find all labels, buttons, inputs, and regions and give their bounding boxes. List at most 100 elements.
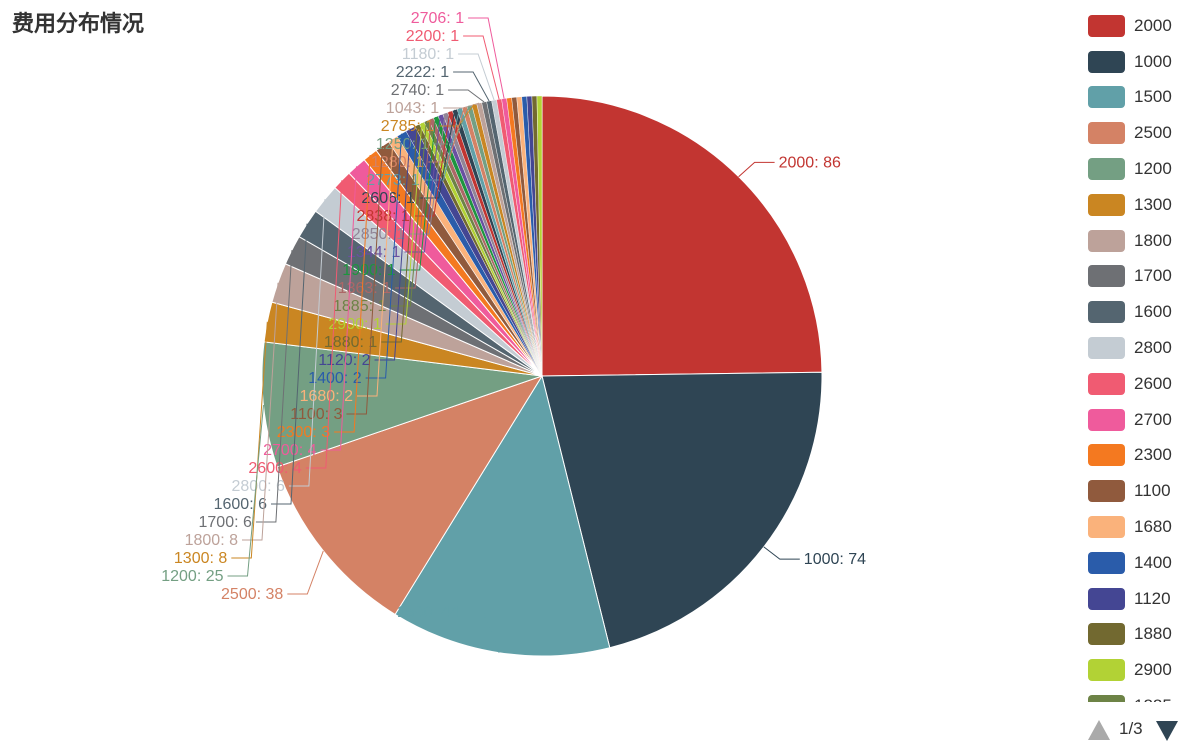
legend-item[interactable]: 2600 xyxy=(1088,366,1198,402)
legend-swatch xyxy=(1088,444,1125,467)
legend-item[interactable]: 1700 xyxy=(1088,259,1198,295)
pie-slice[interactable] xyxy=(536,95,543,377)
slice-label: 1800: 8 xyxy=(185,532,238,549)
legend-item[interactable]: 1680 xyxy=(1088,509,1198,545)
legend-swatch xyxy=(1088,229,1125,252)
label-leader-line xyxy=(374,128,411,361)
legend-label: 2800 xyxy=(1134,338,1172,358)
label-leader-line xyxy=(395,118,432,289)
legend-item[interactable]: 1200 xyxy=(1088,151,1198,187)
label-leader-line xyxy=(738,161,775,178)
legend-label: 1885 xyxy=(1134,696,1172,702)
legend-label: 1680 xyxy=(1134,517,1172,537)
pie-slice[interactable] xyxy=(261,341,543,468)
label-leader-line xyxy=(385,123,423,325)
legend-swatch xyxy=(1088,86,1125,109)
slice-label: 1900: 1 xyxy=(342,262,395,279)
label-leader-line xyxy=(365,133,403,379)
label-leader-line xyxy=(242,282,279,541)
legend-item[interactable]: 1600 xyxy=(1088,294,1198,330)
legend-item[interactable]: 1000 xyxy=(1088,44,1198,80)
slice-label: 2773: 1 xyxy=(366,172,419,189)
slice-label: 2740: 1 xyxy=(391,82,444,99)
legend-label: 2700 xyxy=(1134,409,1172,429)
label-leader-line xyxy=(423,108,461,181)
slice-label: 1180: 1 xyxy=(402,46,454,63)
label-leader-line xyxy=(390,120,427,307)
label-leader-line xyxy=(346,145,383,415)
legend-label: 1500 xyxy=(1134,87,1172,107)
label-leader-line xyxy=(227,405,264,577)
slice-label: 1043: 1 xyxy=(386,100,439,117)
slice-label: 2850: 1 xyxy=(352,226,405,243)
legend-swatch xyxy=(1088,659,1125,682)
legend-next-page-icon[interactable] xyxy=(1156,721,1178,741)
slice-label: 2706: 1 xyxy=(411,10,464,27)
legend-item[interactable]: 2800 xyxy=(1088,330,1198,366)
legend-label: 1700 xyxy=(1134,266,1172,286)
legend-label: 1120 xyxy=(1134,588,1171,608)
slice-label: 1120: 2 xyxy=(318,352,370,369)
legend: 2000 1000 1500 2500 1200 1300 1800 1700 1600 2800… xyxy=(1088,8,1198,702)
slice-label: 1280: 1 xyxy=(371,154,424,171)
label-leader-line xyxy=(413,111,451,217)
label-leader-line xyxy=(357,138,394,397)
slice-label: 1200: 25 xyxy=(161,568,223,585)
slice-label: 2600: 4 xyxy=(248,460,301,477)
legend-item[interactable]: 2900 xyxy=(1088,652,1198,688)
slice-label: 2606: 1 xyxy=(361,190,414,207)
slice-label: 2900: 1 xyxy=(328,316,381,333)
legend-item[interactable]: 1100 xyxy=(1088,473,1198,509)
legend-item[interactable]: 2700 xyxy=(1088,402,1198,438)
legend-item[interactable]: 1120 xyxy=(1088,581,1198,617)
label-leader-line xyxy=(271,223,308,505)
slice-label: 1363: 1 xyxy=(338,280,391,297)
legend-swatch xyxy=(1088,337,1125,360)
pie-slice[interactable] xyxy=(541,371,823,649)
slice-label: 2222: 1 xyxy=(396,64,449,81)
legend-item[interactable]: 1880 xyxy=(1088,617,1198,653)
label-leader-line xyxy=(458,53,495,101)
label-leader-line xyxy=(453,71,490,102)
legend-label: 1400 xyxy=(1134,552,1172,572)
legend-swatch xyxy=(1088,551,1125,574)
legend-item[interactable]: 2500 xyxy=(1088,115,1198,151)
legend-item[interactable]: 1500 xyxy=(1088,80,1198,116)
slice-label: 2838: 1 xyxy=(357,208,410,225)
legend-prev-page-icon[interactable] xyxy=(1088,720,1110,740)
slice-label: 2200: 1 xyxy=(406,28,459,45)
legend-swatch xyxy=(1088,408,1125,431)
label-leader-line xyxy=(463,35,500,100)
legend-item[interactable]: 2300 xyxy=(1088,438,1198,474)
slice-label: 1300: 8 xyxy=(174,550,227,567)
legend-item[interactable]: 2000 xyxy=(1088,8,1198,44)
slice-label: 1344: 1 xyxy=(347,244,400,261)
legend-swatch xyxy=(1088,122,1125,145)
label-leader-line xyxy=(468,17,505,99)
legend-swatch xyxy=(1088,193,1125,216)
pie-slice[interactable] xyxy=(276,375,544,616)
legend-item[interactable]: 1300 xyxy=(1088,187,1198,223)
legend-swatch xyxy=(1088,265,1125,288)
slice-label: 1700: 6 xyxy=(199,514,252,531)
legend-swatch xyxy=(1088,516,1125,539)
slice-label: 1250: 1 xyxy=(376,136,429,153)
label-leader-line xyxy=(463,611,500,653)
label-leader-line xyxy=(448,89,485,103)
label-leader-line xyxy=(763,546,800,560)
legend-item[interactable]: 1400 xyxy=(1088,545,1198,581)
legend-swatch xyxy=(1088,14,1125,37)
pie-slice[interactable] xyxy=(541,95,823,377)
legend-label: 2000 xyxy=(1134,15,1172,35)
legend-item[interactable]: 1885 xyxy=(1088,688,1198,702)
slice-label: 1885: 1 xyxy=(333,298,386,315)
label-leader-line xyxy=(334,154,371,433)
legend-item[interactable]: 1800 xyxy=(1088,223,1198,259)
legend-label: 1200 xyxy=(1134,159,1172,179)
legend-swatch xyxy=(1088,50,1125,73)
slice-label: 1000: 74 xyxy=(804,551,866,568)
label-leader-line xyxy=(287,550,324,595)
legend-label: 1300 xyxy=(1134,194,1172,214)
slice-label: 2000: 86 xyxy=(779,154,841,171)
